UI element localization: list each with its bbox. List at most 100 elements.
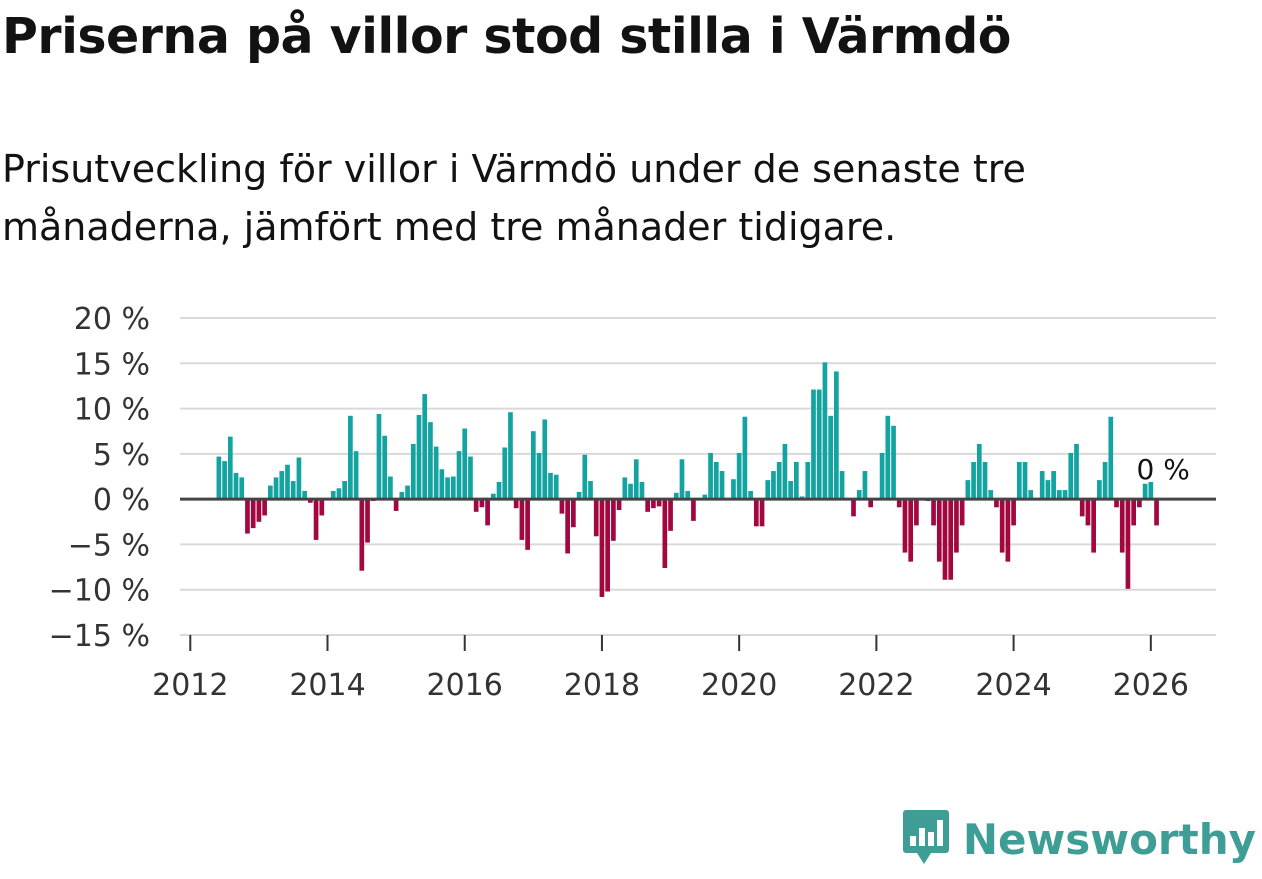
bar [1137, 499, 1142, 508]
gridlines [180, 317, 1216, 636]
bar [1108, 416, 1114, 500]
bar [239, 477, 245, 500]
bar [473, 499, 479, 512]
bar [605, 499, 611, 592]
bar [1074, 443, 1079, 500]
bar [456, 451, 462, 500]
bar [353, 451, 359, 500]
bar [685, 490, 691, 500]
bar [622, 477, 628, 500]
bar [588, 481, 593, 500]
bar [936, 499, 942, 562]
bar [902, 499, 908, 553]
bar [410, 443, 416, 500]
y-tick-label: 10 % [74, 393, 150, 428]
bar [982, 462, 988, 500]
bar [582, 454, 588, 500]
bar [1011, 499, 1016, 526]
bar [679, 459, 685, 500]
bar [765, 480, 771, 500]
bar [519, 499, 525, 540]
bar [216, 456, 222, 500]
bar [319, 499, 325, 516]
x-tick-label: 2022 [838, 668, 914, 703]
bar [931, 499, 936, 526]
bar [891, 425, 896, 500]
bar-chart: −15 %−10 %−5 %0 %5 %10 %15 %20 % 2012 201… [49, 302, 1216, 703]
bar [525, 499, 530, 550]
bar [1022, 462, 1028, 500]
bar [416, 414, 422, 500]
bar [1068, 452, 1074, 500]
bar [290, 481, 296, 500]
y-tick-label: 20 % [74, 302, 150, 337]
bar [731, 479, 736, 500]
bar [1148, 481, 1154, 500]
bar [256, 499, 262, 522]
bar [468, 456, 473, 500]
chart-title: Priserna på villor stod stilla i Värmdö [2, 8, 1011, 65]
bar [896, 499, 902, 508]
bar [490, 493, 496, 500]
bar [245, 499, 250, 534]
bar [851, 499, 856, 517]
bar [748, 490, 753, 500]
bar [342, 481, 348, 500]
bar [565, 499, 570, 554]
bar [227, 436, 233, 500]
x-axis-ticks: 2012 2014 2016 2018 2020 2022 2024 2026 [152, 635, 1189, 703]
y-tick-label: 0 % [93, 483, 150, 518]
bar [1114, 499, 1119, 508]
bar [1125, 499, 1131, 589]
bar [856, 490, 862, 500]
bar [542, 419, 548, 500]
x-tick-label: 2024 [975, 668, 1051, 703]
bar [713, 462, 719, 500]
bar [862, 471, 868, 500]
bar [399, 491, 405, 500]
newsworthy-brand: Newsworthy [901, 809, 1256, 869]
bar [593, 499, 599, 537]
bar [885, 415, 891, 500]
bar [222, 461, 227, 500]
bar [971, 462, 976, 500]
bar [834, 371, 839, 500]
bar [530, 431, 536, 500]
bar [479, 499, 485, 508]
bar [673, 492, 679, 500]
y-tick-label: 15 % [74, 347, 150, 382]
bar [633, 459, 639, 500]
bar [1142, 483, 1148, 500]
bar [1028, 490, 1034, 500]
bar [668, 499, 673, 531]
bar [828, 415, 833, 500]
bar [576, 491, 582, 500]
bar [302, 490, 307, 500]
bar [336, 488, 342, 500]
bar [788, 481, 793, 500]
bar [954, 499, 959, 553]
bar [285, 464, 290, 500]
bar [359, 499, 365, 571]
x-tick-label: 2026 [1113, 668, 1189, 703]
bar [691, 499, 696, 521]
y-tick-label: −10 % [49, 574, 150, 609]
bar [988, 490, 994, 500]
bar [976, 443, 982, 500]
bar [782, 443, 788, 500]
bar [599, 499, 605, 597]
bar [405, 485, 410, 500]
bar [376, 414, 382, 500]
bar [393, 499, 399, 511]
bar [965, 480, 971, 500]
bars [216, 362, 1159, 597]
x-tick-label: 2012 [152, 668, 228, 703]
bar [771, 471, 776, 500]
bar [250, 499, 256, 529]
bar [267, 485, 273, 500]
y-tick-label: −15 % [49, 619, 150, 654]
bar [508, 412, 513, 500]
bar [999, 499, 1005, 553]
bar [822, 362, 828, 500]
y-axis-labels: −15 % −10 % −5 % 0 % 5 % 10 % 15 % 20 % [49, 302, 150, 654]
